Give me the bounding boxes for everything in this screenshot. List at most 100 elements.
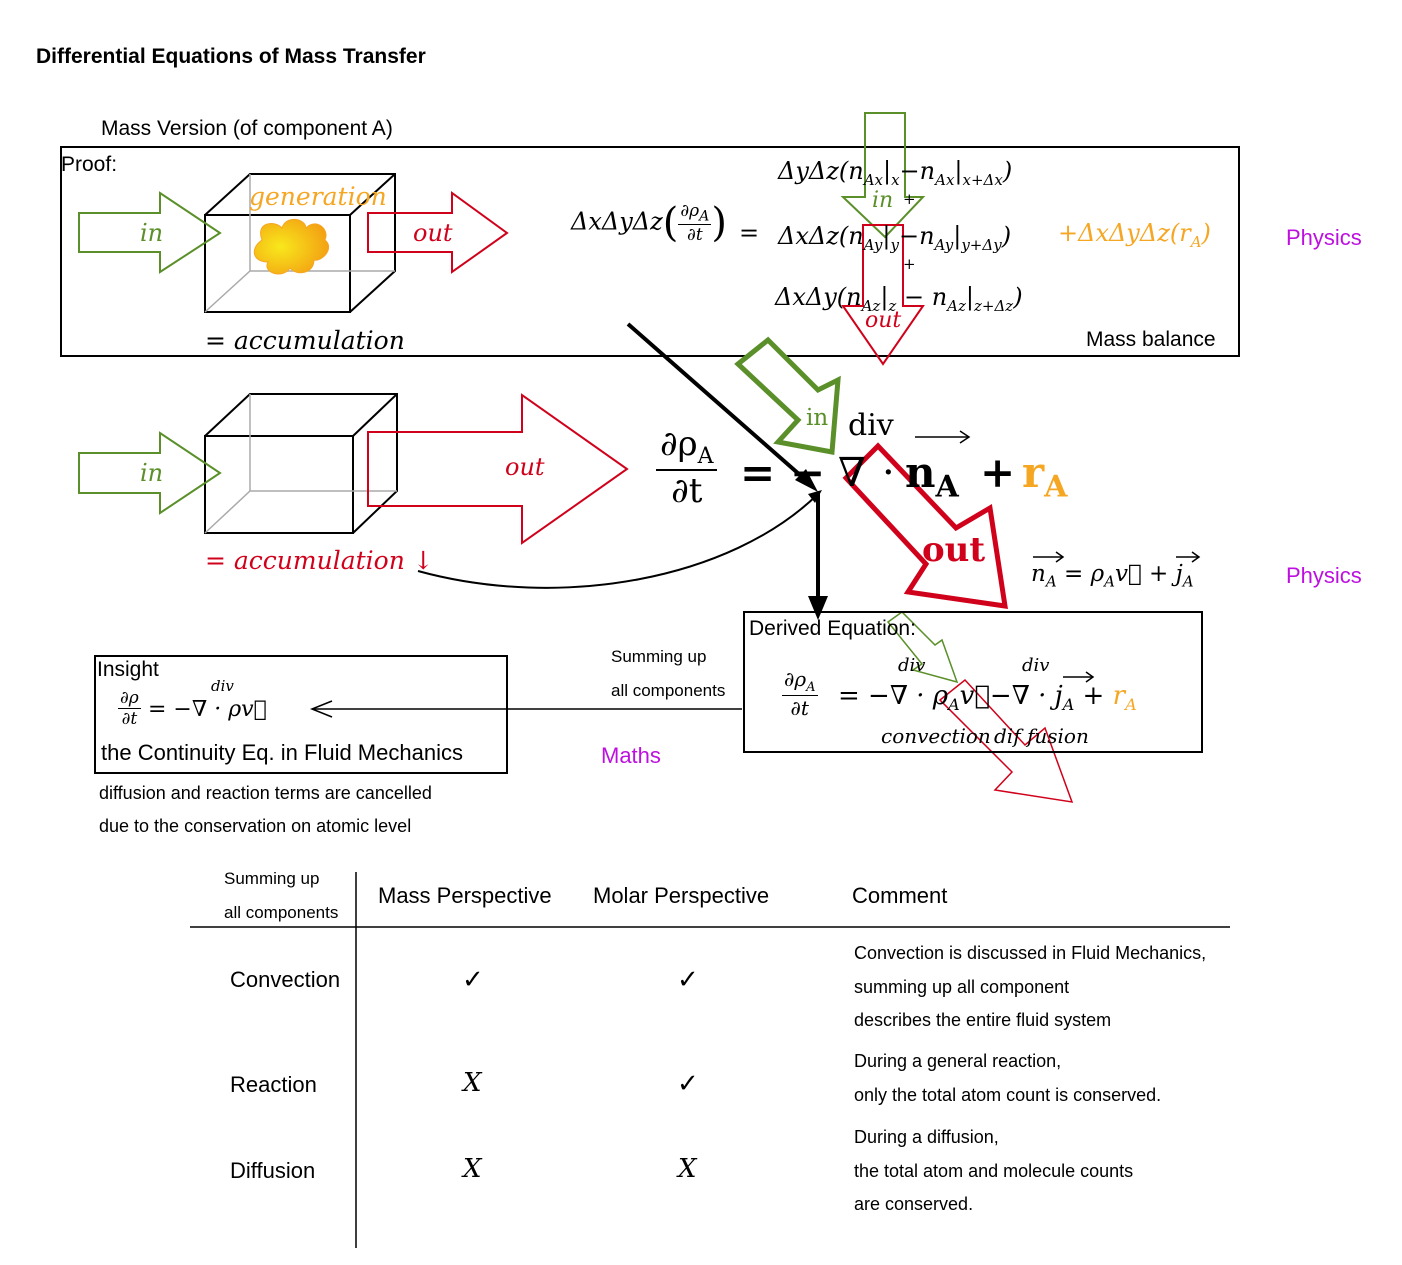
flux-definition: nA = ρAv⃗ + jA — [1031, 561, 1194, 591]
table-cell-molar: ✓ — [677, 965, 699, 995]
table-comment-line: the total atom and molecule counts — [854, 1161, 1134, 1181]
physics-label-2: Physics — [1286, 563, 1362, 588]
table-corner-2: all components — [224, 903, 339, 922]
insight-caption: the Continuity Eq. in Fluid Mechanics — [101, 740, 463, 765]
flux-def-sub: A — [1104, 572, 1115, 591]
table-cell-molar: X — [678, 1154, 697, 1184]
mass-version-label: Mass Version (of component A) — [101, 117, 393, 140]
mass-balance-label: Mass balance — [1086, 328, 1216, 351]
out-arrow-vertical — [841, 224, 925, 366]
balance-gen-lead: +ΔxΔyΔz(r — [1058, 219, 1191, 247]
derived-diffusion: dif fusion — [994, 724, 1089, 748]
out-label-2: out — [505, 453, 545, 481]
derived-fraction: ∂ρA ∂t — [782, 667, 818, 720]
table-comment-line: only the total atom count is conserved. — [854, 1085, 1162, 1105]
table-row-label: Diffusion — [230, 1158, 316, 1183]
insight-note-2: due to the conservation on atomic level — [99, 816, 412, 836]
table-header-molar: Molar Perspective — [593, 883, 770, 908]
balance-lhs-num-sub: A — [699, 208, 710, 225]
out-arrow-thick — [842, 442, 1008, 609]
generation-blob — [253, 218, 330, 275]
out-label-1: out — [413, 219, 453, 247]
balance-row-3: ΔxΔy(nAz|z − nAz|z+Δz) — [775, 283, 1023, 315]
table-header-mass: Mass Perspective — [378, 883, 552, 908]
table-cell-mass: ✓ — [462, 965, 484, 995]
balance-row-3-lead: ΔxΔy(n — [775, 283, 862, 311]
balance-plus-1: + — [903, 190, 916, 208]
table-comment-line: During a general reaction, — [854, 1051, 1062, 1071]
table-comment-line: Convection is discussed in Fluid Mechani… — [854, 943, 1207, 963]
derived-title: Derived Equation: — [749, 617, 916, 640]
derived-rhs: = −∇ · ρAv⃗−∇ · jA + rA — [838, 681, 1137, 715]
black-arrow-diagonal — [626, 322, 810, 484]
main-eq-in-label: in — [806, 405, 829, 431]
derived-div-2: div — [1022, 655, 1050, 676]
main-eq-minus: − — [790, 448, 826, 497]
balance-lhs-den: ∂t — [687, 225, 703, 246]
balance-in-label: in — [872, 188, 894, 213]
out-arrow-1 — [367, 191, 509, 274]
balance-row-2-lead: ΔxΔz(n — [778, 222, 864, 250]
balance-lhs-prefix: ΔxΔyΔz — [571, 207, 663, 236]
accumulation-label-2: = accumulation ↓ — [205, 546, 434, 575]
balance-gen-sub: A — [1190, 232, 1202, 251]
proof-box — [60, 146, 1240, 357]
cube-1 — [204, 173, 396, 313]
main-eq-plus: + — [980, 448, 1016, 497]
in-arrow-2 — [78, 431, 222, 515]
main-eq-nabla: ∇ — [838, 450, 866, 496]
balance-row-1: ΔyΔz(nAx|x−nAx|x+Δx) — [778, 157, 1013, 189]
main-eq-equals: = — [740, 448, 776, 497]
page-title: Differential Equations of Mass Transfer — [36, 45, 426, 68]
out-arrow-2 — [367, 393, 629, 545]
table-row-label: Convection — [230, 967, 341, 992]
in-arrow-thick — [734, 336, 841, 455]
insight-rhs: = −∇ · ρv⃗ — [148, 697, 267, 722]
insight-fraction: ∂ρ ∂t — [118, 688, 141, 729]
main-eq-r-letter: r — [1022, 448, 1045, 497]
in-label-1: in — [140, 219, 164, 247]
out-arrow-small — [938, 678, 1074, 803]
table-comment-line: describes the entire fluid system — [854, 1010, 1112, 1030]
in-label-2: in — [140, 459, 164, 487]
balance-out-label: out — [865, 308, 902, 333]
derived-div-1: div — [898, 655, 926, 676]
in-arrow-vertical — [840, 112, 926, 239]
maths-label: Maths — [601, 743, 661, 768]
main-eq-fraction: ∂ρA ∂t — [656, 424, 718, 511]
table-corner-1: Summing up — [224, 869, 320, 888]
derived-convection: convection — [881, 724, 991, 748]
accumulation-label-1: = accumulation — [205, 326, 405, 355]
table-cell-mass: X — [463, 1068, 482, 1098]
balance-equals: = — [739, 219, 760, 247]
main-eq-n-letter: n — [905, 448, 936, 497]
derived-box — [743, 611, 1203, 753]
curved-arrow — [417, 493, 819, 589]
summing-label-2: all components — [611, 681, 726, 700]
main-eq-r-sub: A — [1044, 469, 1068, 505]
insight-box — [94, 655, 508, 774]
table-comment-line: summing up all component — [854, 977, 1070, 997]
table-comment-line: are conserved. — [854, 1194, 974, 1214]
insight-note-1: diffusion and reaction terms are cancell… — [99, 783, 432, 803]
balance-row-1-lead: ΔyΔz(n — [778, 157, 864, 185]
flux-def-rhs: = ρ — [1063, 561, 1105, 587]
main-eq-dot: · — [882, 450, 895, 496]
in-arrow-small — [886, 611, 959, 684]
balance-lhs: ΔxΔyΔz(∂ρA ∂t) — [571, 200, 727, 246]
physics-label-1: Physics — [1286, 225, 1362, 250]
balance-generation-term: +ΔxΔyΔz(rA) — [1058, 219, 1211, 251]
main-eq-den: ∂t — [671, 470, 703, 511]
table-row-label: Reaction — [230, 1072, 317, 1097]
balance-row-2: ΔxΔz(nAy|y−nAy|y+Δy) — [778, 222, 1012, 254]
balance-plus-2: + — [903, 255, 916, 273]
main-eq-n: nA — [905, 448, 959, 504]
main-eq-n-sub: A — [935, 469, 959, 505]
insight-title: Insight — [97, 658, 159, 681]
main-eq-num: ∂ρ — [660, 424, 698, 464]
balance-lhs-num: ∂ρ — [680, 200, 700, 221]
main-eq-div: div — [848, 408, 894, 443]
main-eq-r: rA — [1022, 448, 1067, 504]
generation-label: generation — [249, 182, 387, 211]
